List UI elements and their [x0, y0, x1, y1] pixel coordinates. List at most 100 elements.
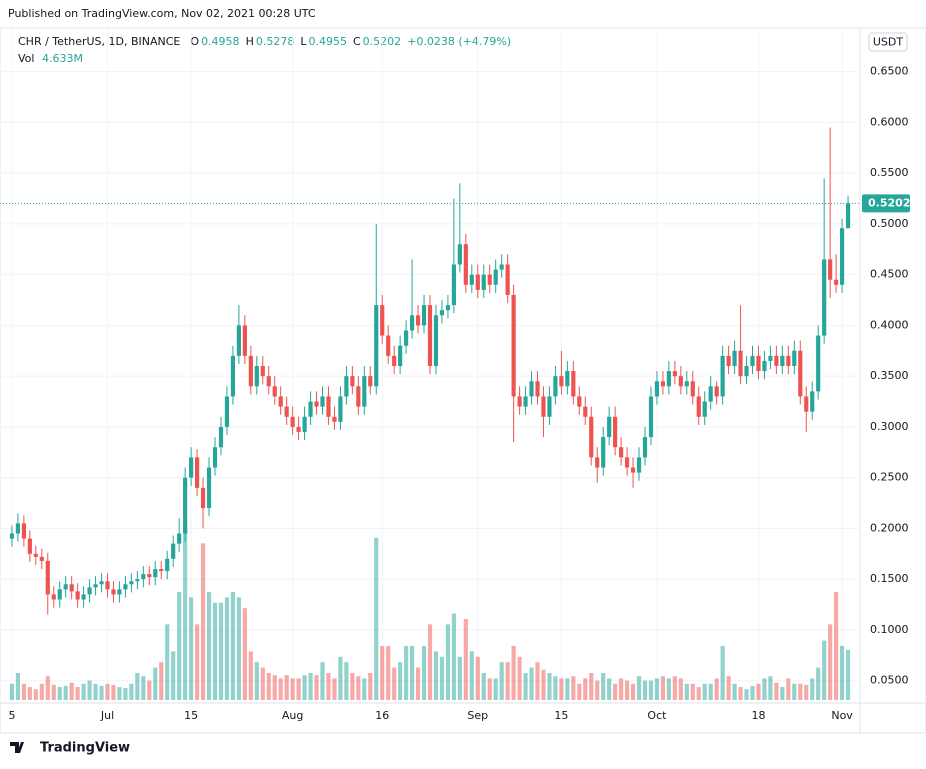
candle-body: [732, 350, 737, 367]
volume-bar: [123, 688, 128, 700]
candle-body: [619, 447, 624, 458]
volume-bar: [822, 640, 827, 700]
volume-bar: [111, 684, 116, 700]
candle-body: [123, 584, 128, 590]
ohlc-label: C: [353, 35, 361, 48]
volume-bar: [481, 672, 486, 700]
candle-body: [218, 426, 224, 448]
candle-body: [672, 371, 677, 377]
candle-body: [547, 396, 552, 417]
candle-body: [607, 416, 612, 438]
volume-bar: [427, 624, 433, 700]
volume-bar: [750, 685, 755, 700]
volume-bar: [398, 662, 403, 700]
volume-bar: [589, 672, 594, 700]
volume-bar: [183, 527, 188, 700]
x-tick-label: 15: [554, 709, 568, 722]
candle-body: [302, 416, 307, 432]
volume-bar: [326, 672, 331, 700]
candle-body: [696, 396, 701, 417]
candle-body: [45, 560, 50, 595]
volume-bar: [583, 678, 588, 700]
brand-logo: [10, 742, 24, 753]
volume-bar: [404, 645, 409, 700]
volume-bar: [177, 591, 182, 700]
volume-bar: [541, 669, 546, 700]
candle-body: [756, 355, 761, 372]
volume-bar: [141, 676, 146, 700]
candle-body: [63, 584, 68, 590]
candle-body: [9, 533, 15, 539]
candle-body: [690, 381, 695, 397]
last-price-label: 0.5202: [868, 196, 910, 209]
volume-name: Vol: [18, 52, 34, 65]
candle-body: [511, 294, 516, 397]
volume-bar: [21, 683, 26, 700]
volume-bar: [230, 591, 236, 700]
volume-bar: [75, 687, 80, 700]
candle-body: [798, 350, 803, 397]
volume-bar: [780, 687, 785, 700]
candle-body: [183, 477, 188, 534]
volume-bar: [660, 676, 666, 700]
candle-body: [284, 406, 289, 417]
symbol-title: CHR / TetherUS, 1D, BINANCE: [18, 35, 180, 48]
candle-body: [583, 406, 588, 417]
candle-body: [595, 457, 600, 468]
candle-body: [553, 376, 558, 397]
candle-body: [762, 360, 767, 372]
volume-bar: [690, 683, 695, 700]
volume-bar: [834, 591, 839, 700]
currency-label[interactable]: USDT: [873, 36, 904, 49]
volume-bar: [708, 683, 713, 700]
volume-bar: [81, 683, 86, 700]
candle-body: [368, 376, 373, 387]
volume-bar: [260, 667, 265, 700]
y-tick-label: 0.2000: [870, 521, 909, 534]
volume-bar: [51, 684, 56, 700]
volume-bar: [529, 667, 534, 700]
candle-body: [666, 371, 671, 387]
volume-bar: [439, 656, 445, 700]
volume-bar: [672, 676, 677, 700]
volume-bar: [212, 602, 218, 700]
x-tick-label: Aug: [282, 709, 303, 722]
candle-body: [493, 269, 498, 285]
candle-body: [171, 543, 176, 559]
volume-bar: [666, 678, 671, 700]
candle-body: [571, 371, 576, 397]
candle-body: [804, 396, 809, 412]
candle-body: [332, 416, 337, 422]
candle-body: [278, 396, 283, 407]
volume-bar: [415, 667, 421, 700]
ohlc-label: O: [190, 35, 199, 48]
volume-bar: [320, 662, 325, 700]
volume-bar: [523, 672, 528, 700]
volume-bar: [535, 662, 540, 700]
candle-body: [236, 325, 241, 356]
candle-body: [601, 437, 606, 468]
volume-bar: [738, 687, 743, 700]
candle-body: [314, 401, 319, 407]
volume-bar: [308, 672, 313, 700]
candle-body: [39, 556, 44, 561]
candle-body: [714, 386, 719, 397]
candle-body: [194, 457, 200, 488]
candle-body: [684, 381, 689, 387]
candle-body: [99, 581, 104, 585]
candle-body: [15, 523, 21, 534]
volume-bar: [386, 645, 391, 700]
volume-bar: [636, 676, 642, 700]
currency-button[interactable]: [868, 32, 908, 52]
candle-body: [654, 381, 660, 397]
volume-bar: [577, 683, 582, 700]
volume-bar: [469, 651, 474, 700]
candle-body: [529, 381, 534, 397]
volume-bar: [792, 683, 797, 700]
volume-bar: [642, 680, 648, 700]
volume-bar: [159, 662, 164, 700]
candle-body: [230, 355, 236, 397]
volume-bar: [117, 687, 122, 700]
volume-bar: [194, 624, 200, 700]
